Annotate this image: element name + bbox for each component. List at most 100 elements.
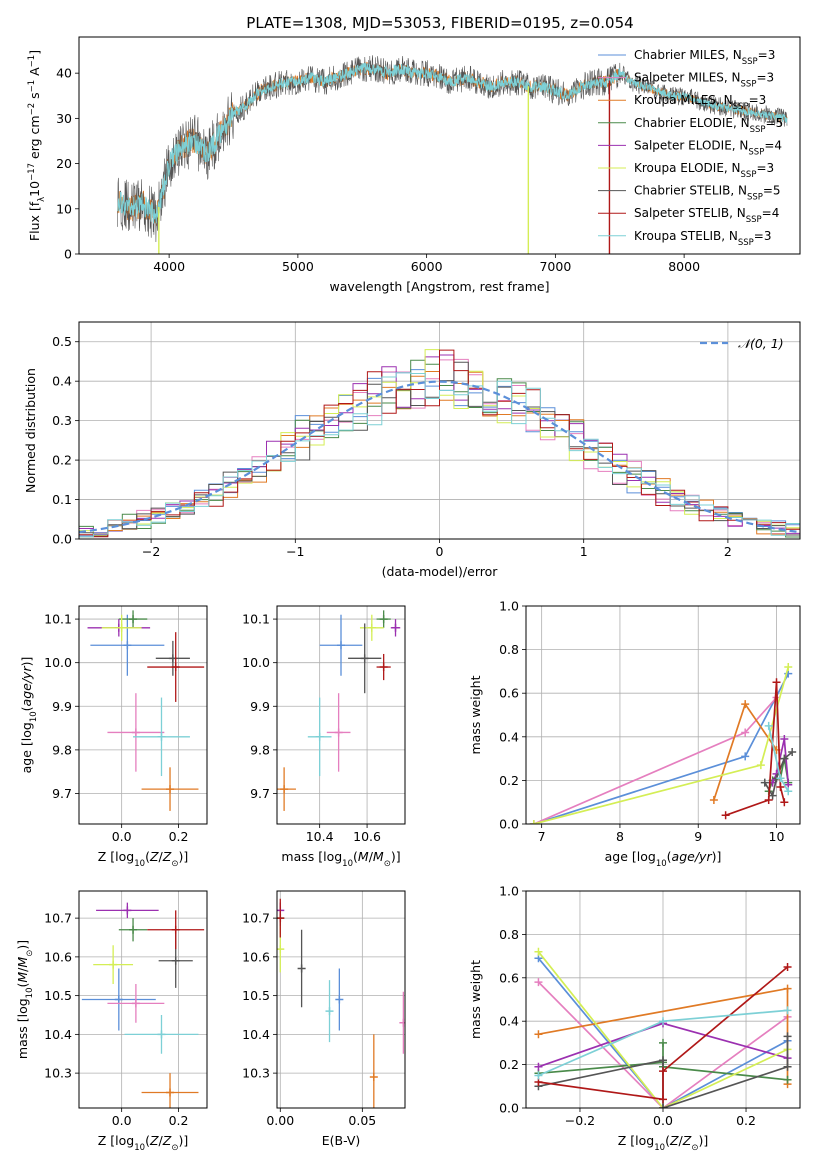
- y-tick-label: 10.3: [44, 1066, 72, 1081]
- normal-curve: [79, 380, 800, 534]
- model-spectrum: [117, 62, 788, 224]
- data-point: [157, 1030, 166, 1039]
- plot-area: [81, 902, 205, 1108]
- data-point: [171, 956, 180, 965]
- y-tick-label: 10.5: [242, 988, 270, 1003]
- axes-frame: [525, 605, 801, 825]
- y-tick-label: 0.2: [499, 773, 519, 788]
- data-point: [337, 641, 345, 650]
- x-axis-label: Z [log10(Z/Z⊙)]: [618, 1133, 708, 1153]
- plot-area: [534, 947, 792, 1108]
- x-tick-label: 0.2: [169, 1113, 189, 1128]
- axes-residuals: −2 −1 0 1 2 0.0 0.1 0.2 0.3 0.4 0.5 (data-model)/er…: [23, 321, 801, 579]
- y-tick-label: 0.0: [499, 817, 519, 832]
- x-tick-label: 8: [616, 829, 624, 844]
- y-tick-label: 10.5: [44, 988, 72, 1003]
- data-point: [157, 732, 166, 741]
- y-axis-label: Flux [fλ10−17 erg cm−2 s−1 A−1]: [27, 50, 47, 241]
- data-point: [534, 1030, 543, 1039]
- data-point: [277, 945, 285, 954]
- data-point: [659, 1017, 667, 1026]
- y-tick-label: 10: [56, 201, 72, 216]
- x-tick-label: 5000: [282, 259, 314, 274]
- data-point: [764, 721, 773, 730]
- legend-entry: Kroupa MILES, NSSP=3: [634, 93, 766, 112]
- data-point: [756, 761, 765, 770]
- data-point: [114, 995, 123, 1004]
- x-tick-label: 0.05: [348, 1113, 376, 1128]
- data-point: [334, 728, 343, 737]
- y-tick-label: 0.3: [52, 413, 72, 428]
- x-tick-label: 7: [538, 829, 546, 844]
- x-tick-label: 10.6: [353, 829, 381, 844]
- plot-area: [277, 610, 401, 811]
- x-tick-label: 8000: [668, 259, 700, 274]
- legend-entry: Salpeter MILES, NSSP=3: [634, 71, 774, 90]
- data-point: [171, 663, 180, 672]
- y-tick-label: 0.6: [499, 686, 519, 701]
- y-axis-label: Normed distribution: [23, 368, 38, 493]
- data-point: [123, 906, 132, 915]
- data-point: [780, 754, 789, 763]
- y-tick-label: 10.6: [242, 949, 270, 964]
- data-point: [171, 925, 180, 934]
- data-point: [780, 798, 789, 807]
- x-tick-label: 0.2: [736, 1113, 756, 1128]
- y-tick-label: 0.1: [52, 492, 72, 507]
- y-tick-label: 10.1: [44, 612, 72, 627]
- x-axis-label: mass [log10(M/M⊙)]: [281, 849, 400, 869]
- axes-frame: [78, 36, 801, 255]
- y-tick-label: 0.4: [499, 1014, 519, 1029]
- y-tick-label: 10.0: [242, 655, 270, 670]
- x-tick-label: 4000: [153, 259, 185, 274]
- data-point: [776, 774, 785, 783]
- x-tick-label: 10: [769, 829, 785, 844]
- x-tick-label: 9: [694, 829, 702, 844]
- x-tick-label: 7000: [539, 259, 571, 274]
- x-tick-label: −1: [286, 544, 304, 559]
- series-line: [538, 1042, 788, 1081]
- y-tick-label: 9.8: [250, 742, 270, 757]
- y-tick-label: 10.4: [44, 1027, 72, 1042]
- axes-frame: [276, 890, 406, 1109]
- data-point: [780, 734, 789, 743]
- y-tick-label: 20: [56, 156, 72, 171]
- data-point: [659, 1067, 667, 1076]
- legend-entry: Salpeter ELODIE, NSSP=4: [634, 138, 782, 157]
- data-point: [784, 787, 793, 796]
- data-point: [768, 791, 777, 800]
- y-tick-label: 0.8: [499, 927, 519, 942]
- series-line: [538, 1036, 789, 1108]
- x-axis-label: E(B-V): [322, 1133, 361, 1148]
- x-tick-label: −0.2: [565, 1113, 595, 1128]
- data-point: [741, 752, 750, 761]
- y-tick-label: 10.7: [44, 911, 72, 926]
- y-tick-label: 9.8: [52, 742, 72, 757]
- data-point: [529, 820, 538, 824]
- axes-age-weight: 7 8 9 10 0.0 0.2 0.4 0.6 0.8 1.0 age [log10(age/yr…: [468, 599, 801, 869]
- y-tick-label: 0.6: [499, 970, 519, 985]
- data-point: [721, 811, 730, 820]
- y-tick-label: 0.0: [52, 532, 72, 547]
- x-axis-label: wavelength [Angstrom, rest frame]: [329, 279, 549, 294]
- data-point: [367, 623, 376, 632]
- data-point: [659, 1056, 667, 1065]
- data-point: [325, 1007, 334, 1016]
- data-point: [391, 623, 400, 632]
- data-point: [277, 914, 285, 923]
- plot-area: [529, 663, 797, 824]
- y-tick-label: 9.9: [52, 699, 72, 714]
- x-tick-label: 0.0: [112, 1113, 132, 1128]
- data-point: [772, 678, 781, 687]
- data-point: [123, 641, 132, 650]
- axes-frame: [276, 605, 406, 825]
- x-axis-label: Z [log10(Z/Z⊙)]: [98, 849, 188, 869]
- series-line: [533, 673, 790, 824]
- y-tick-label: 0.4: [499, 729, 519, 744]
- axes-spectrum: 4000 5000 6000 7000 8000 0 10 20 30 40 wavelength …: [27, 36, 801, 294]
- y-tick-label: 0.2: [499, 1057, 519, 1072]
- y-tick-label: 0: [64, 247, 72, 262]
- x-tick-label: 0.2: [169, 829, 189, 844]
- axes-frame: [78, 890, 208, 1109]
